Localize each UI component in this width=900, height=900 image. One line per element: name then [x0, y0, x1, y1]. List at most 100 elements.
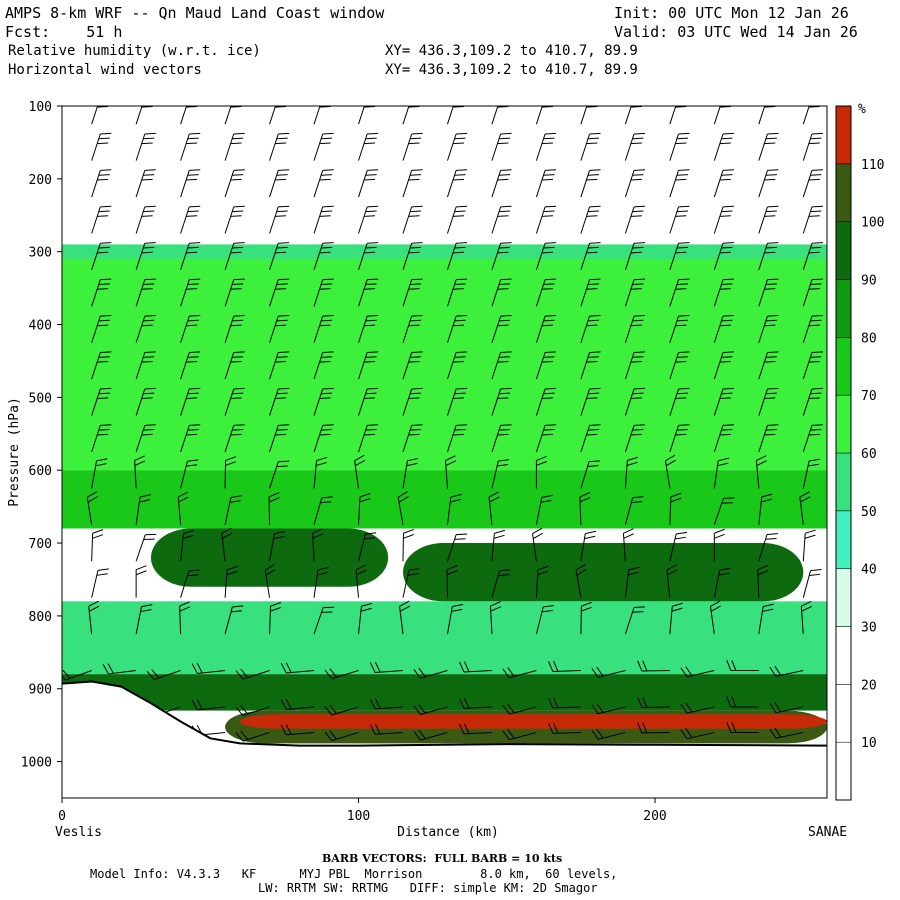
barb-flag — [719, 433, 731, 436]
barb-flag — [676, 137, 688, 140]
barb-flag — [97, 178, 109, 181]
barb-flag — [230, 360, 242, 363]
barb-flag — [317, 566, 329, 571]
barb-flag — [324, 706, 333, 716]
y-tick-label: 300 — [29, 246, 52, 261]
barb-flag — [719, 324, 731, 327]
wind-barb — [491, 169, 512, 198]
barb-flag — [541, 494, 553, 498]
barb-flag — [456, 169, 468, 171]
colorbar: 10 20 30 40 50 60 70 80 90 100 110 — [835, 105, 884, 801]
barb-flag — [407, 457, 419, 462]
wind-barb — [312, 528, 324, 562]
barb-flag — [319, 178, 331, 181]
barb-flag — [497, 178, 509, 181]
barb-flag — [497, 288, 509, 290]
barb-flag — [632, 496, 644, 499]
barb-flag — [764, 397, 776, 400]
barb-flag — [189, 205, 201, 208]
barb-flag — [189, 424, 201, 426]
wind-barb — [369, 723, 404, 735]
wind-barb — [402, 424, 423, 453]
barb-flag — [322, 314, 334, 317]
wind-barb — [180, 530, 195, 562]
barb-flag — [589, 205, 601, 208]
barb-flag — [452, 251, 465, 254]
barb-flag — [456, 387, 468, 390]
barb-flag — [410, 319, 422, 322]
barb-flag — [361, 602, 373, 607]
barb-shaft — [180, 106, 188, 125]
barb-flag — [411, 314, 423, 317]
barb-flag — [537, 565, 549, 571]
cross-section-coords-1: XY= 436.3,109.2 to 410.7, 89.9 — [385, 43, 638, 59]
barb-flag — [500, 424, 512, 426]
wind-barb — [624, 606, 646, 635]
barb-flag — [545, 424, 557, 426]
barb-flag — [543, 210, 555, 213]
wind-barb — [369, 661, 404, 673]
barb-flag — [537, 570, 549, 576]
barb-flag — [586, 433, 598, 436]
wind-barb — [669, 102, 688, 125]
barb-flag — [633, 132, 646, 135]
barb-flag — [719, 567, 731, 571]
barb-flag — [719, 106, 731, 108]
barb-flag — [445, 455, 456, 461]
wind-barb — [397, 491, 409, 525]
barb-flag — [543, 356, 555, 358]
rh-region-boundary-layer — [62, 674, 827, 711]
barb-flag — [187, 246, 199, 249]
barb-flag — [322, 169, 334, 171]
barb-flag — [499, 137, 511, 140]
plot-frame — [61, 105, 828, 799]
colorbar-level-label: 40 — [861, 563, 877, 578]
barb-flag — [632, 137, 644, 140]
wind-barb — [358, 387, 379, 416]
barb-flag — [364, 433, 376, 436]
barb-flag — [627, 456, 638, 461]
barb-flag — [586, 106, 598, 108]
barb-flag — [719, 360, 731, 363]
wind-barb — [358, 532, 377, 562]
wind-barb — [135, 205, 156, 234]
barb-flag — [587, 392, 600, 395]
barb-flag — [233, 132, 245, 135]
barb-flag — [143, 319, 155, 322]
field-name: Relative humidity (w.r.t. ice) — [8, 43, 261, 59]
barb-flag — [499, 429, 511, 431]
barb-flag — [450, 493, 462, 498]
barb-flag — [764, 178, 776, 181]
barb-flag — [369, 662, 376, 673]
wind-barb — [758, 278, 779, 307]
barb-flag — [97, 288, 109, 290]
barb-flag — [499, 210, 511, 213]
barb-flag — [62, 669, 71, 679]
wind-barb — [177, 491, 189, 525]
wind-barb — [446, 314, 468, 343]
barb-flag — [196, 699, 203, 710]
barb-flag — [767, 351, 779, 354]
wind-barb — [758, 493, 773, 525]
barb-flag — [446, 565, 458, 571]
barb-flag — [230, 178, 242, 181]
barb-flag — [719, 397, 731, 400]
barb-flag — [359, 492, 371, 498]
wind-barb — [758, 387, 779, 416]
barb-flag — [189, 97, 200, 98]
barb-flag — [810, 283, 822, 285]
barb-flag — [464, 723, 470, 734]
barb-flag — [408, 360, 420, 363]
barb-flag — [365, 319, 377, 322]
barb-flag — [408, 178, 420, 181]
wind-barb — [446, 169, 468, 198]
barb-flag — [92, 534, 104, 539]
barb-flag — [408, 251, 420, 254]
barb-flag — [507, 667, 515, 677]
wind-barb — [358, 106, 376, 125]
wind-barb — [191, 662, 226, 674]
barb-flag — [766, 533, 778, 535]
barb-flag — [275, 288, 287, 290]
barb-flag — [677, 102, 688, 103]
title-line-1: AMPS 8-km WRF -- Qn Maud Land Coast wind… — [5, 4, 385, 22]
